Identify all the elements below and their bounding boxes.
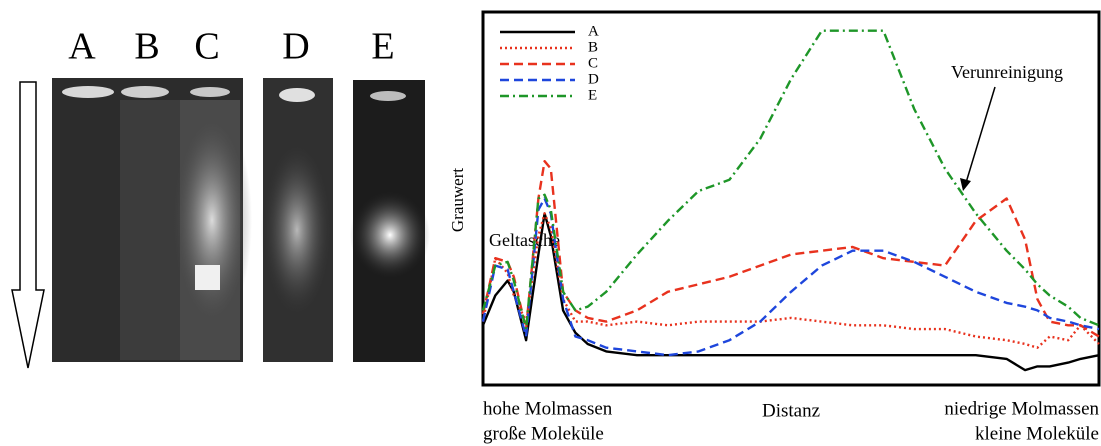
data-line xyxy=(481,212,1100,349)
data-line xyxy=(481,29,1100,331)
lane-label: B xyxy=(134,26,159,68)
annotation: Verunreinigung xyxy=(951,62,1063,82)
x-end-label: große Moleküle xyxy=(483,423,604,444)
legend-label: C xyxy=(588,55,598,71)
legend-label: E xyxy=(588,87,597,103)
annotation-arrow xyxy=(964,86,996,187)
y-axis-label: Grauwert xyxy=(448,168,467,232)
legend-label: D xyxy=(588,71,599,87)
x-end-label: hohe Molmassen xyxy=(483,398,613,419)
gel-photo xyxy=(11,78,430,369)
run-arrow xyxy=(11,81,45,369)
well xyxy=(279,88,315,102)
lane-label: A xyxy=(68,26,96,68)
data-line xyxy=(481,212,1100,372)
x-end-label: kleine Moleküle xyxy=(975,423,1099,444)
band-c xyxy=(172,110,252,330)
chart: Grauwert Distanz hohe Molmassen große Mo… xyxy=(448,10,1101,444)
well xyxy=(121,86,169,98)
well xyxy=(190,87,230,97)
lane-label: D xyxy=(282,26,309,68)
band-d xyxy=(261,140,333,320)
band-e xyxy=(350,190,430,280)
lane-label: E xyxy=(371,26,394,68)
plot-frame xyxy=(481,10,1101,387)
legend-label: B xyxy=(588,39,598,55)
spot xyxy=(195,265,220,290)
lane-label: C xyxy=(194,26,219,68)
well xyxy=(62,86,114,98)
x-end-label: niedrige Molmassen xyxy=(944,398,1099,419)
well xyxy=(370,91,406,101)
x-axis-label: Distanz xyxy=(762,400,820,421)
legend-label: A xyxy=(588,23,599,39)
lane-b xyxy=(120,100,180,360)
arrow-head xyxy=(960,178,971,191)
